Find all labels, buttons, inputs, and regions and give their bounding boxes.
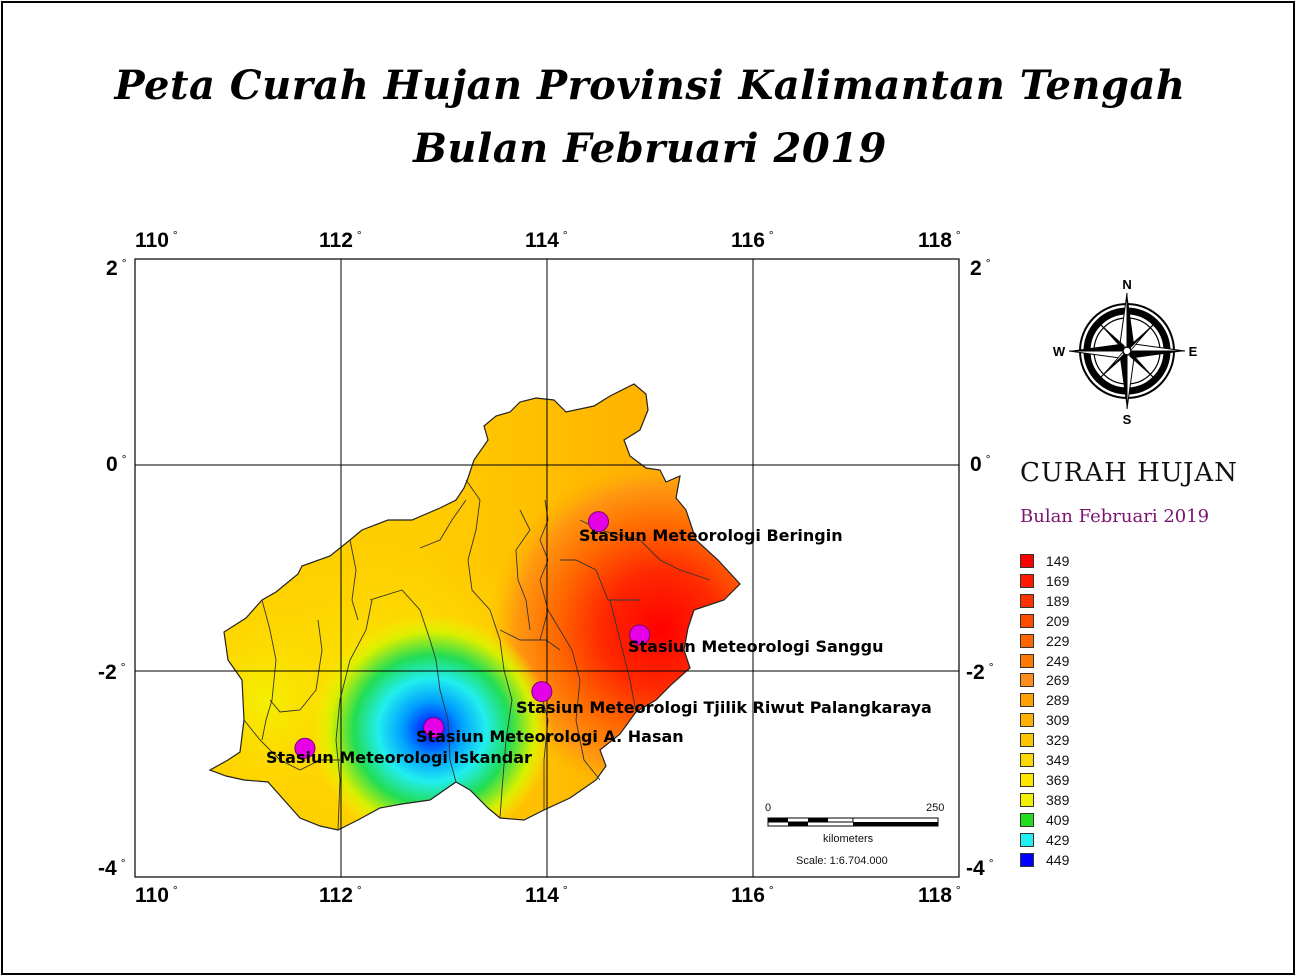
- station-label-iskandar: Stasiun Meteorologi Iskandar: [266, 748, 532, 767]
- legend-swatch: [1020, 753, 1034, 767]
- lat-label-left-minus2: -2 °: [98, 660, 126, 684]
- legend-item: 249: [1020, 651, 1069, 671]
- legend-swatch: [1020, 832, 1034, 847]
- lon-label-top-110: 110 °: [135, 228, 178, 252]
- legend-value: 189: [1046, 592, 1070, 609]
- scale-text: Scale: 1:6.704.000: [796, 855, 888, 867]
- legend-value: 229: [1046, 632, 1070, 649]
- lat-label-right-minus2: -2 °: [966, 660, 994, 684]
- legend-item: 229: [1020, 631, 1069, 651]
- legend-swatch: [1020, 733, 1034, 748]
- legend-value: 349: [1046, 752, 1070, 768]
- legend-value: 289: [1046, 692, 1070, 709]
- map-title: Peta Curah Hujan Provinsi Kalimantan Ten…: [114, 62, 1186, 109]
- station-marker: [588, 511, 609, 533]
- lon-label-bottom-112: 112 °: [319, 883, 362, 907]
- lat-label-right-2: 2 °: [970, 256, 991, 280]
- legend-swatch: [1020, 792, 1034, 807]
- lat-label-right-minus4: -4 °: [966, 856, 994, 880]
- legend-item: 369: [1020, 770, 1069, 790]
- lat-label-left-2: 2 °: [106, 256, 127, 280]
- legend-swatch: [1020, 613, 1034, 628]
- lon-label-top-112: 112 °: [319, 228, 362, 252]
- legend-value: 249: [1046, 652, 1070, 669]
- legend-swatch: [1020, 852, 1034, 867]
- legend-swatch: [1020, 693, 1034, 708]
- scale-bar-start: 0: [765, 802, 772, 814]
- legend-swatch: [1020, 593, 1034, 608]
- legend-swatch: [1020, 772, 1034, 787]
- legend-value: 409: [1046, 811, 1070, 828]
- legend-value: 329: [1046, 732, 1070, 749]
- compass-w-label: W: [1053, 344, 1066, 359]
- legend-swatch: [1020, 633, 1034, 648]
- lat-label-left-minus4: -4 °: [98, 856, 126, 880]
- compass-s-label: S: [1123, 412, 1132, 427]
- station-marker: [294, 737, 316, 759]
- legend-item: 209: [1020, 611, 1069, 631]
- legend-value: 309: [1046, 712, 1070, 729]
- legend-item: 449: [1020, 850, 1069, 870]
- station-label-beringin: Stasiun Meteorologi Beringin: [579, 526, 843, 545]
- legend-item: 409: [1020, 810, 1069, 830]
- compass-e-label: E: [1189, 344, 1198, 359]
- legend-item: 169: [1020, 571, 1069, 591]
- legend-item: 269: [1020, 670, 1069, 690]
- legend-value: 429: [1046, 831, 1070, 848]
- legend-item: 149: [1020, 551, 1069, 571]
- scale-bar-end: 250: [926, 802, 945, 814]
- legend-value: 369: [1046, 771, 1070, 788]
- legend-value: 209: [1046, 612, 1070, 629]
- station-markers: [294, 511, 651, 759]
- legend-value: 449: [1046, 851, 1070, 868]
- legend-swatch: [1020, 573, 1034, 588]
- legend-swatch: [1020, 653, 1034, 668]
- compass-n-label: N: [1122, 277, 1131, 292]
- legend-item: 189: [1020, 591, 1069, 611]
- lon-label-bottom-114: 114 °: [525, 883, 568, 907]
- lon-label-top-116: 116 °: [731, 228, 774, 252]
- legend-swatch: [1020, 673, 1034, 688]
- legend-item: 389: [1020, 790, 1069, 810]
- scale-bar-unit: kilometers: [823, 833, 874, 845]
- legend-item: 289: [1020, 690, 1069, 710]
- station-label-tjilik-riwut: Stasiun Meteorologi Tjilik Riwut Palangk…: [516, 698, 932, 717]
- station-label-a-hasan: Stasiun Meteorologi A. Hasan: [416, 727, 684, 746]
- station-marker: [423, 717, 445, 739]
- legend-item: 349: [1020, 750, 1069, 770]
- legend-title: CURAH HUJAN: [1020, 458, 1238, 488]
- legend-item: 429: [1020, 830, 1069, 850]
- station-marker: [629, 624, 651, 646]
- lat-label-right-0: 0 °: [970, 452, 991, 476]
- legend-swatch: [1020, 554, 1034, 568]
- legend-value: 389: [1046, 791, 1070, 808]
- station-marker: [531, 681, 553, 703]
- lon-label-top-118: 118 °: [918, 228, 961, 252]
- lon-label-top-114: 114 °: [525, 228, 568, 252]
- lat-label-left-0: 0 °: [106, 452, 127, 476]
- scale-bar-graphic: [767, 817, 939, 827]
- legend-value: 149: [1046, 553, 1070, 569]
- compass-rose-icon: N S E W: [1053, 277, 1198, 427]
- lon-label-bottom-116: 116 °: [731, 883, 774, 907]
- station-label-sanggu: Stasiun Meteorologi Sanggu: [628, 637, 884, 656]
- lon-label-bottom-110: 110 °: [135, 883, 178, 907]
- legend-value: 269: [1046, 672, 1070, 689]
- legend-item: 309: [1020, 710, 1069, 730]
- legend-swatch: [1020, 713, 1034, 728]
- map-subtitle: Bulan Februari 2019: [413, 125, 887, 172]
- legend-item: 329: [1020, 730, 1069, 750]
- lon-label-bottom-118: 118 °: [918, 883, 961, 907]
- legend-swatch: [1020, 812, 1034, 827]
- legend-subtitle: Bulan Februari 2019: [1020, 506, 1210, 527]
- legend-value: 169: [1046, 572, 1070, 589]
